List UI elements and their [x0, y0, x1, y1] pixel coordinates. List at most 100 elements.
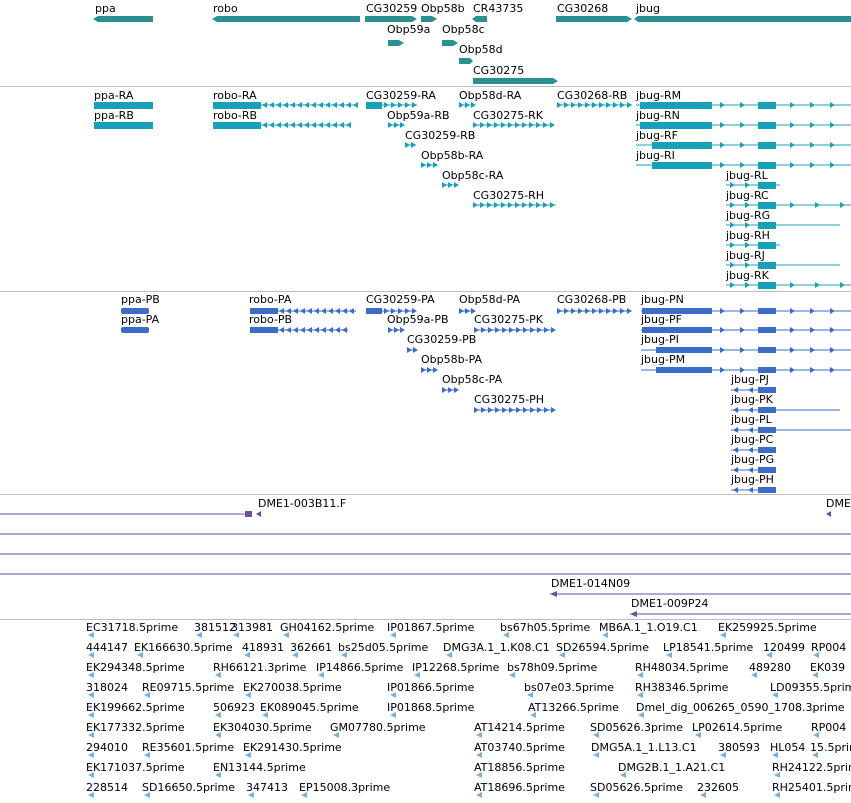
est-label[interactable]: bs78h09.5prime: [507, 661, 598, 674]
protein-label[interactable]: robo-PA: [249, 293, 292, 306]
gene-label[interactable]: CG30259: [366, 2, 418, 15]
gene-glyphs[interactable]: [0, 0, 851, 86]
transcript-label[interactable]: jbug-RC: [726, 189, 769, 202]
est-label[interactable]: EK089045.5prime: [260, 701, 359, 714]
protein-label[interactable]: jbug-PL: [731, 413, 772, 426]
est-label[interactable]: AT18856.5prime: [474, 761, 565, 774]
est-label[interactable]: 380593: [718, 741, 760, 754]
est-label[interactable]: RH66121.3prime: [213, 661, 307, 674]
est-label[interactable]: bs07e03.5prime: [524, 681, 615, 694]
transcript-label[interactable]: robo-RB: [213, 109, 258, 122]
est-label[interactable]: EC31718.5prime: [86, 621, 179, 634]
est-label[interactable]: 506923: [213, 701, 255, 714]
est-label[interactable]: 381512: [194, 621, 236, 634]
est-label[interactable]: RP004: [811, 641, 847, 654]
est-label[interactable]: 444147: [86, 641, 128, 654]
est-label[interactable]: RP004: [811, 721, 847, 734]
est-label[interactable]: RH24122.5prime: [772, 761, 851, 774]
gene-label[interactable]: robo: [213, 2, 238, 15]
est-label[interactable]: 294010: [86, 741, 128, 754]
est-label[interactable]: 313981: [231, 621, 273, 634]
transcript-label[interactable]: Obp58b-RA: [421, 149, 484, 162]
est-label[interactable]: 347413: [246, 781, 288, 794]
est-label[interactable]: IP12268.5prime: [412, 661, 500, 674]
est-label[interactable]: LD09355.5prime: [770, 681, 851, 694]
protein-label[interactable]: jbug-PN: [641, 293, 684, 306]
transcript-label[interactable]: CG30268-RB: [557, 89, 628, 102]
transcript-label[interactable]: jbug-RK: [726, 269, 769, 282]
transcript-label[interactable]: Obp58c-RA: [442, 169, 504, 182]
protein-label[interactable]: jbug-PM: [641, 353, 686, 366]
protein-label[interactable]: jbug-PH: [731, 473, 774, 486]
est-label[interactable]: EK177332.5prime: [86, 721, 185, 734]
protein-label[interactable]: robo-PB: [249, 313, 293, 326]
est-label[interactable]: AT03740.5prime: [474, 741, 565, 754]
est-label[interactable]: AT14214.5prime: [474, 721, 565, 734]
gene-label[interactable]: CR43735: [473, 2, 524, 15]
est-label[interactable]: EP15008.3prime: [299, 781, 391, 794]
transcript-label[interactable]: ppa-RA: [94, 89, 134, 102]
est-label[interactable]: 15.5prime: [810, 741, 851, 754]
est-label[interactable]: EK304030.5prime: [213, 721, 312, 734]
protein-label[interactable]: CG30275-PH: [474, 393, 545, 406]
est-label[interactable]: EK270038.5prime: [243, 681, 342, 694]
est-label[interactable]: SD26594.5prime: [556, 641, 649, 654]
est-label[interactable]: 418931: [242, 641, 284, 654]
est-label[interactable]: GH04162.5prime: [280, 621, 375, 634]
est-label[interactable]: IP01866.5prime: [387, 681, 475, 694]
clone-label[interactable]: DME1-014N09: [551, 577, 631, 590]
transcript-label[interactable]: jbug-RM: [636, 89, 682, 102]
est-label[interactable]: Dmel_dig_006265_0590_1708.3prime: [636, 701, 845, 714]
est-label[interactable]: EN13144.5prime: [213, 761, 306, 774]
est-label[interactable]: MB6A.1_1.O19.C1: [599, 621, 698, 634]
est-label[interactable]: EK291430.5prime: [243, 741, 342, 754]
protein-label[interactable]: CG30259-PA: [366, 293, 435, 306]
est-label[interactable]: AT18696.5prime: [474, 781, 565, 794]
est-label[interactable]: LP02614.5prime: [692, 721, 783, 734]
protein-label[interactable]: ppa-PB: [121, 293, 160, 306]
gene-label[interactable]: CG30275: [473, 64, 525, 77]
transcript-label[interactable]: jbug-RF: [636, 129, 678, 142]
transcript-label[interactable]: Obp59a-RB: [387, 109, 450, 122]
est-label[interactable]: EK294348.5prime: [86, 661, 185, 674]
est-label[interactable]: RH38346.5prime: [635, 681, 729, 694]
protein-label[interactable]: Obp58c-PA: [442, 373, 503, 386]
protein-label[interactable]: jbug-PK: [731, 393, 773, 406]
est-label[interactable]: DMG5A.1_1.L13.C1: [591, 741, 697, 754]
est-label[interactable]: SD05626.5prime: [590, 781, 683, 794]
gene-label[interactable]: Obp59a: [387, 23, 431, 36]
protein-label[interactable]: jbug-PC: [731, 433, 774, 446]
est-label[interactable]: RH48034.5prime: [635, 661, 729, 674]
gene-label[interactable]: CG30268: [557, 2, 609, 15]
clone-label[interactable]: DME: [826, 497, 851, 510]
transcript-label[interactable]: jbug-RH: [726, 229, 770, 242]
est-label[interactable]: LP18541.5prime: [663, 641, 754, 654]
clone-label[interactable]: DME1-003B11.F: [258, 497, 347, 510]
gene-label[interactable]: Obp58b: [421, 2, 465, 15]
est-label[interactable]: IP14866.5prime: [316, 661, 404, 674]
est-label[interactable]: 232605: [697, 781, 739, 794]
est-label[interactable]: AT13266.5prime: [528, 701, 619, 714]
est-label[interactable]: IP01867.5prime: [387, 621, 475, 634]
transcript-label[interactable]: ppa-RB: [94, 109, 134, 122]
transcript-label[interactable]: CG30275-RH: [473, 189, 545, 202]
protein-label[interactable]: jbug-PI: [641, 333, 679, 346]
transcript-label[interactable]: jbug-RG: [726, 209, 771, 222]
transcript-label[interactable]: robo-RA: [213, 89, 257, 102]
est-label[interactable]: bs25d05.5prime: [338, 641, 429, 654]
transcript-label[interactable]: CG30275-RK: [473, 109, 544, 122]
est-label[interactable]: EK199662.5prime: [86, 701, 185, 714]
transcript-label[interactable]: jbug-RN: [636, 109, 680, 122]
protein-label[interactable]: ppa-PA: [121, 313, 160, 326]
protein-label[interactable]: CG30275-PK: [474, 313, 544, 326]
est-label[interactable]: IP01868.5prime: [387, 701, 475, 714]
transcript-label[interactable]: CG30259-RA: [366, 89, 436, 102]
est-label[interactable]: 228514: [86, 781, 128, 794]
gene-label[interactable]: Obp58c: [442, 23, 485, 36]
est-label[interactable]: DMG2B.1_1.A21.C1: [618, 761, 726, 774]
est-label[interactable]: 318024: [86, 681, 128, 694]
est-label[interactable]: RH25401.5prime: [772, 781, 851, 794]
est-label[interactable]: EK259925.5prime: [718, 621, 817, 634]
